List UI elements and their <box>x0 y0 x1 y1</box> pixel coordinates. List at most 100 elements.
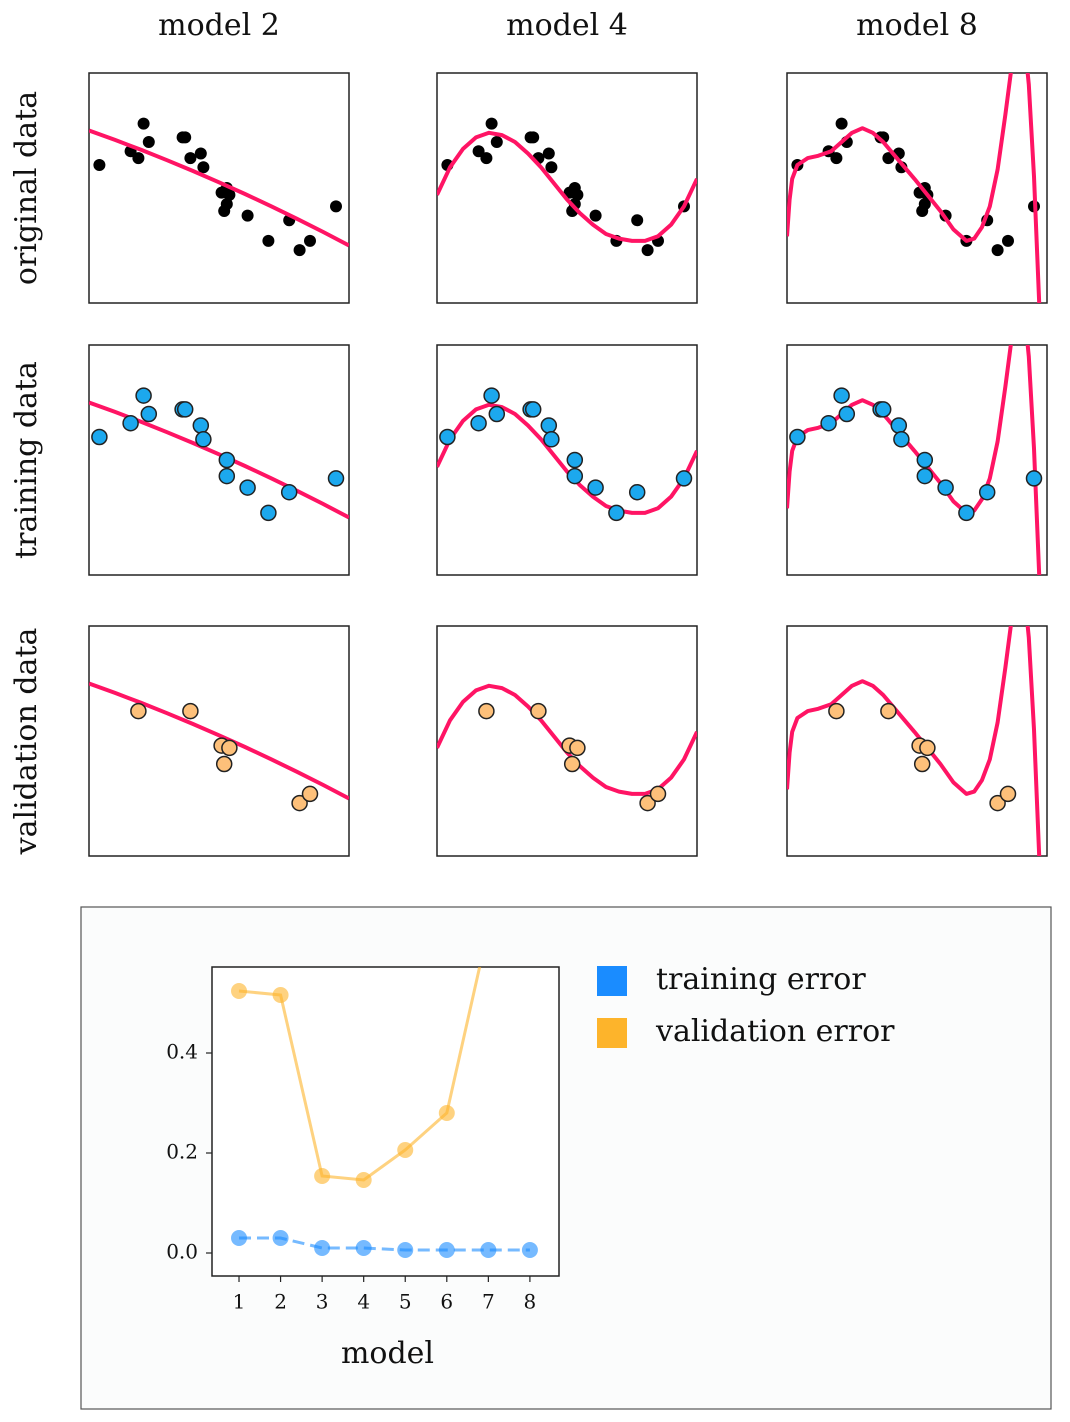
x-tick-label: 7 <box>482 1290 495 1314</box>
panel <box>787 345 1043 575</box>
training-point <box>527 131 540 144</box>
training-point <box>260 504 277 522</box>
training-point <box>439 428 456 446</box>
training-point <box>587 479 604 496</box>
error-point <box>231 983 248 999</box>
validation-point <box>571 188 584 201</box>
training-point <box>197 161 210 174</box>
error-point <box>397 1142 414 1158</box>
training-point <box>874 401 892 418</box>
validation-point <box>130 702 147 720</box>
training-point <box>608 504 625 522</box>
fit-curve <box>437 402 697 515</box>
validation-point <box>913 755 931 773</box>
training-point <box>545 161 558 174</box>
validation-point <box>218 205 231 217</box>
panel <box>437 117 697 257</box>
x-tick-label: 5 <box>399 1290 412 1314</box>
panel <box>89 387 349 522</box>
error-point <box>272 987 289 1003</box>
series-area <box>231 967 538 1258</box>
training-point <box>789 428 806 446</box>
validation-point <box>132 152 145 165</box>
error-point <box>438 1242 455 1258</box>
training-point <box>589 209 602 222</box>
error-point <box>314 1240 331 1256</box>
validation-point <box>563 755 581 773</box>
training-point <box>543 431 560 448</box>
column-title: model 8 <box>856 8 978 43</box>
training-point <box>890 417 908 434</box>
training-point <box>833 387 850 404</box>
training-point <box>176 401 194 418</box>
training-point <box>490 136 503 148</box>
x-tick-label: 2 <box>274 1290 287 1314</box>
validation-point <box>641 244 654 257</box>
legend-label: validation error <box>655 1014 895 1049</box>
fit-curve <box>437 130 697 243</box>
y-tick-label: 0.4 <box>166 1040 198 1064</box>
panel <box>787 73 1042 303</box>
training-point <box>327 470 345 487</box>
validation-point <box>182 702 199 720</box>
x-tick-label: 6 <box>440 1290 453 1314</box>
error-point <box>521 1242 538 1258</box>
validation-point <box>989 794 1006 812</box>
validation-point <box>999 785 1017 803</box>
validation-point <box>880 702 897 720</box>
training-point <box>192 417 210 434</box>
validation-point <box>830 152 843 165</box>
training-point <box>179 131 192 144</box>
validation-point <box>184 152 197 165</box>
error-point <box>355 1240 372 1256</box>
x-tick-label: 3 <box>316 1290 329 1314</box>
training-point <box>937 479 954 496</box>
training-point <box>838 405 856 423</box>
validation-point <box>1002 234 1014 247</box>
training-point <box>483 387 500 404</box>
training-point <box>137 117 150 130</box>
training-point <box>241 209 254 222</box>
y-tick-label: 0.0 <box>166 1240 198 1264</box>
validation-point <box>639 794 656 812</box>
training-point <box>330 200 342 213</box>
training-point <box>470 414 487 432</box>
training-point <box>140 405 158 423</box>
panel <box>89 681 349 812</box>
fit-curve <box>787 73 1042 303</box>
training-point <box>628 483 646 501</box>
error-point <box>355 1172 372 1188</box>
row-label: original data <box>9 91 44 285</box>
legend-swatch <box>597 1018 627 1048</box>
training-point <box>262 234 275 247</box>
training-point <box>524 401 542 418</box>
y-tick-label: 0.2 <box>166 1140 198 1164</box>
training-point <box>540 417 558 434</box>
row-label: validation data <box>9 628 44 856</box>
fit-curve <box>787 345 1042 575</box>
validation-point <box>478 702 495 720</box>
error-point <box>480 1242 497 1258</box>
validation-point <box>480 152 493 165</box>
fit-curve <box>89 128 349 248</box>
validation-point <box>215 755 233 773</box>
error-point <box>231 1230 248 1246</box>
error-point <box>272 1230 289 1246</box>
training-point <box>485 117 498 130</box>
training-point <box>142 136 155 148</box>
x-tick-label: 1 <box>233 1290 246 1314</box>
panel <box>437 387 697 522</box>
training-point <box>122 414 139 432</box>
validation-point <box>291 794 308 812</box>
legend-swatch <box>597 966 627 996</box>
column-title: model 4 <box>506 8 628 43</box>
x-tick-label: 8 <box>524 1290 537 1314</box>
row-label: training data <box>9 361 44 559</box>
error-line <box>238 967 482 1182</box>
validation-point <box>991 244 1004 257</box>
panel <box>89 117 349 257</box>
training-point <box>566 451 584 469</box>
training-point <box>566 467 584 485</box>
training-point <box>820 414 837 432</box>
validation-point <box>223 188 236 201</box>
